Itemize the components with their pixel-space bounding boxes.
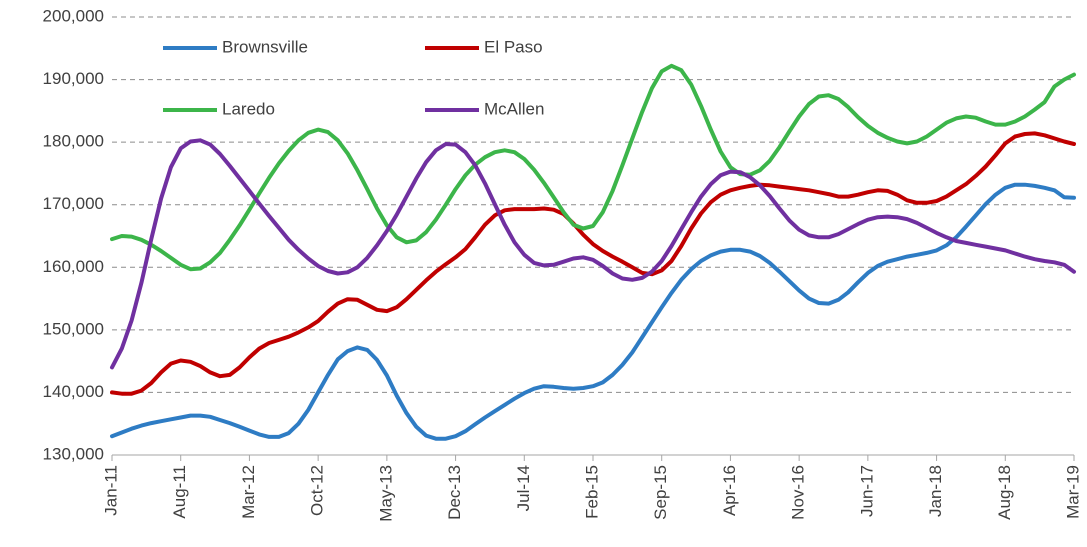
legend-label: McAllen [484, 99, 544, 118]
y-tick-label: 200,000 [43, 6, 104, 25]
x-tick-label: May-13 [376, 465, 395, 522]
x-tick-label: Apr-16 [720, 465, 739, 516]
y-tick-label: 160,000 [43, 257, 104, 276]
x-tick-label: Mar-12 [239, 465, 258, 519]
series-line [110, 63, 1076, 272]
x-tick-label: Aug-11 [170, 465, 189, 519]
legend-label: El Paso [484, 37, 543, 56]
x-tick-label: Jan-18 [926, 465, 945, 517]
series-line [110, 182, 1076, 441]
y-tick-label: 180,000 [43, 132, 104, 151]
series-line [110, 138, 1076, 370]
y-tick-label: 140,000 [43, 382, 104, 401]
series-line [110, 131, 1076, 396]
y-tick-label: 130,000 [43, 444, 104, 463]
x-tick-label: Mar-19 [1063, 465, 1082, 519]
y-tick-label: 170,000 [43, 194, 104, 213]
x-tick-label: Aug-18 [995, 465, 1014, 520]
x-tick-label: Feb-15 [582, 465, 601, 519]
x-tick-label: Jul-14 [514, 465, 533, 511]
legend-label: Brownsville [222, 37, 308, 56]
y-tick-label: 150,000 [43, 319, 104, 338]
x-tick-label: Jan-11 [101, 465, 120, 516]
y-tick-label: 190,000 [43, 69, 104, 88]
x-tick-label: Jun-17 [857, 465, 876, 517]
x-tick-label: Dec-13 [445, 465, 464, 520]
x-tick-label: Sep-15 [651, 465, 670, 520]
x-tick-label: Nov-16 [789, 465, 808, 520]
x-tick-label: Oct-12 [308, 465, 327, 516]
legend-label: Laredo [222, 99, 275, 118]
